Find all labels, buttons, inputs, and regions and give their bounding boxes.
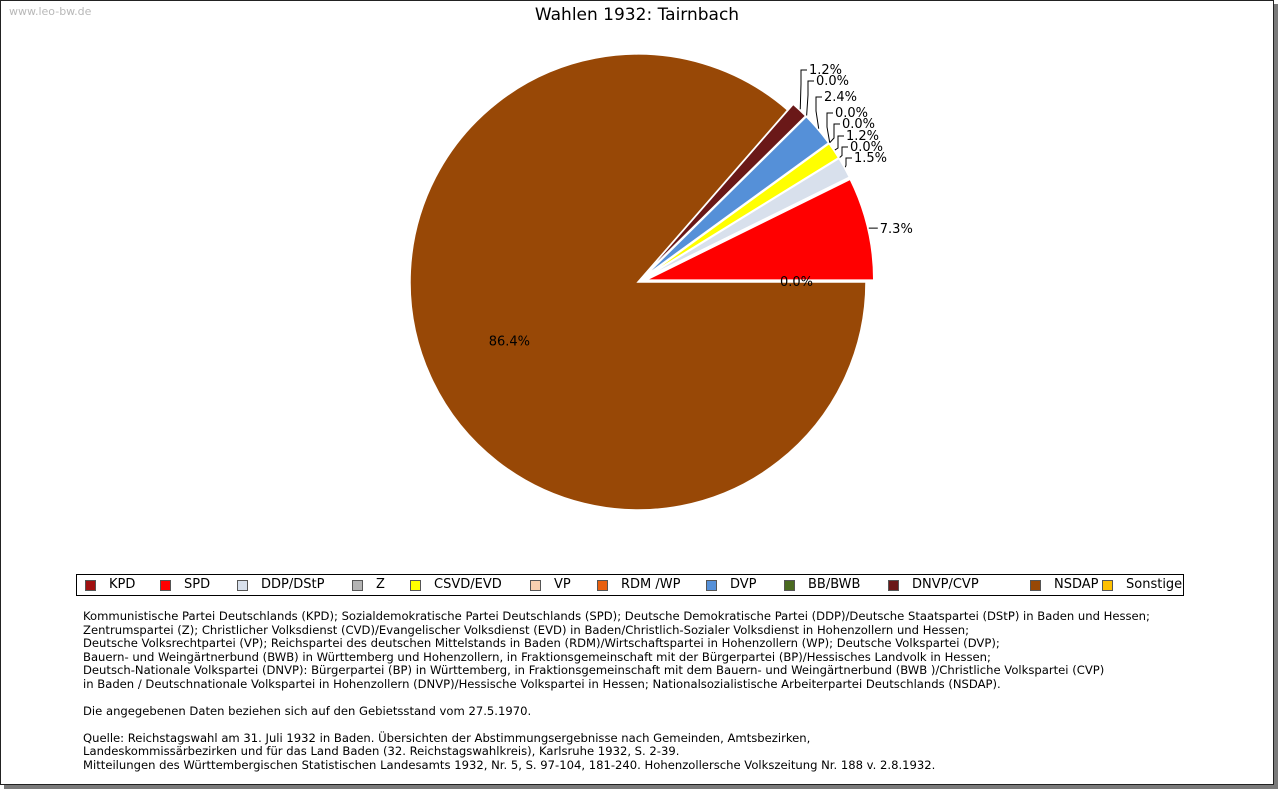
legend-swatch [1102,580,1113,591]
pie-slices [409,53,875,511]
legend-swatch [160,580,171,591]
notes-party-line: Deutsch-Nationale Volkspartei (DNVP): Bü… [83,663,1105,677]
legend-swatch [1030,580,1041,591]
chart-legend: KPD SPD DDP/DStP Z CSVD/EVD VP RDM /WP DVP BB/BW… [76,574,1184,596]
legend-label: KPD [109,577,136,592]
pie-label: 0.0% [835,106,868,121]
pie-labels: 86.4%7.3%0.0%1.2%0.0%2.4%0.0%0.0%1.2%0.0… [489,63,913,350]
legend-swatch [530,580,541,591]
notes-source-line: Landeskommissärbezirken und für das Land… [83,744,680,758]
legend-label: Sonstige [1126,577,1183,592]
legend-swatch [597,580,608,591]
notes-party-line: in Baden / Deutschnationale Volkspartei … [83,676,1001,691]
legend-swatch [237,580,248,591]
pie-label: 1.2% [846,129,879,144]
legend-label: DVP [730,577,757,592]
pie-label: 0.0% [816,74,849,89]
pie-label: 86.4% [489,335,530,350]
notes-territory: Die angegebenen Daten beziehen sich auf … [83,703,532,718]
pie-slice-nsdap [409,53,867,511]
pie-slice-spd [645,178,875,281]
pie-label: 0.0% [850,140,883,155]
legend-label: BB/BWB [808,577,861,592]
legend-label: SPD [184,577,211,592]
pie-label: 7.3% [880,222,913,237]
pie-label: 1.2% [809,63,842,78]
legend-label: CSVD/EVD [434,577,502,592]
legend-label: DNVP/CVP [912,577,979,592]
legend-swatch [352,580,363,591]
pie-label: 0.0% [780,275,813,290]
chart-notes: Kommunistische Partei Deutschlands (KPD)… [83,609,1233,772]
pie-label: 1.5% [854,151,887,166]
legend-label: NSDAP [1054,577,1099,592]
legend-swatch [410,580,421,591]
watermark: www.leo-bw.de [9,5,92,18]
pie-slice-csvd-evd [644,142,840,279]
legend-label: Z [376,577,385,592]
notes-party-line: Deutsche Volksrechtpartei (VP); Reichspa… [83,636,1000,650]
chart-title: Wahlen 1932: Tairnbach [534,5,740,25]
pie-label: 2.4% [824,90,857,105]
notes-source-line: Mitteilungen des Württembergischen Stati… [83,757,936,772]
legend-label: DDP/DStP [261,577,325,592]
legend-swatch [784,580,795,591]
legend-label: RDM /WP [621,577,681,592]
legend-swatch [706,580,717,591]
notes-party-line: Zentrumspartei (Z); Christlicher Volksdi… [83,622,970,637]
notes-source-line: Quelle: Reichstagswahl am 31. Juli 1932 … [83,730,811,745]
notes-party-line: Bauern- und Weingärtnerbund (BWB) in Wür… [83,649,991,664]
pie-slice-dvp [643,115,830,278]
pie-chart: 86.4%7.3%0.0%1.2%0.0%2.4%0.0%0.0%1.2%0.0… [409,53,913,511]
pie-slice-dnvp-cvp [642,103,807,277]
legend-label: VP [554,577,571,592]
legend-swatch [85,580,96,591]
pie-label: 0.0% [842,117,875,132]
legend-swatch [888,580,899,591]
notes-party-line: Kommunistische Partei Deutschlands (KPD)… [83,609,1150,623]
